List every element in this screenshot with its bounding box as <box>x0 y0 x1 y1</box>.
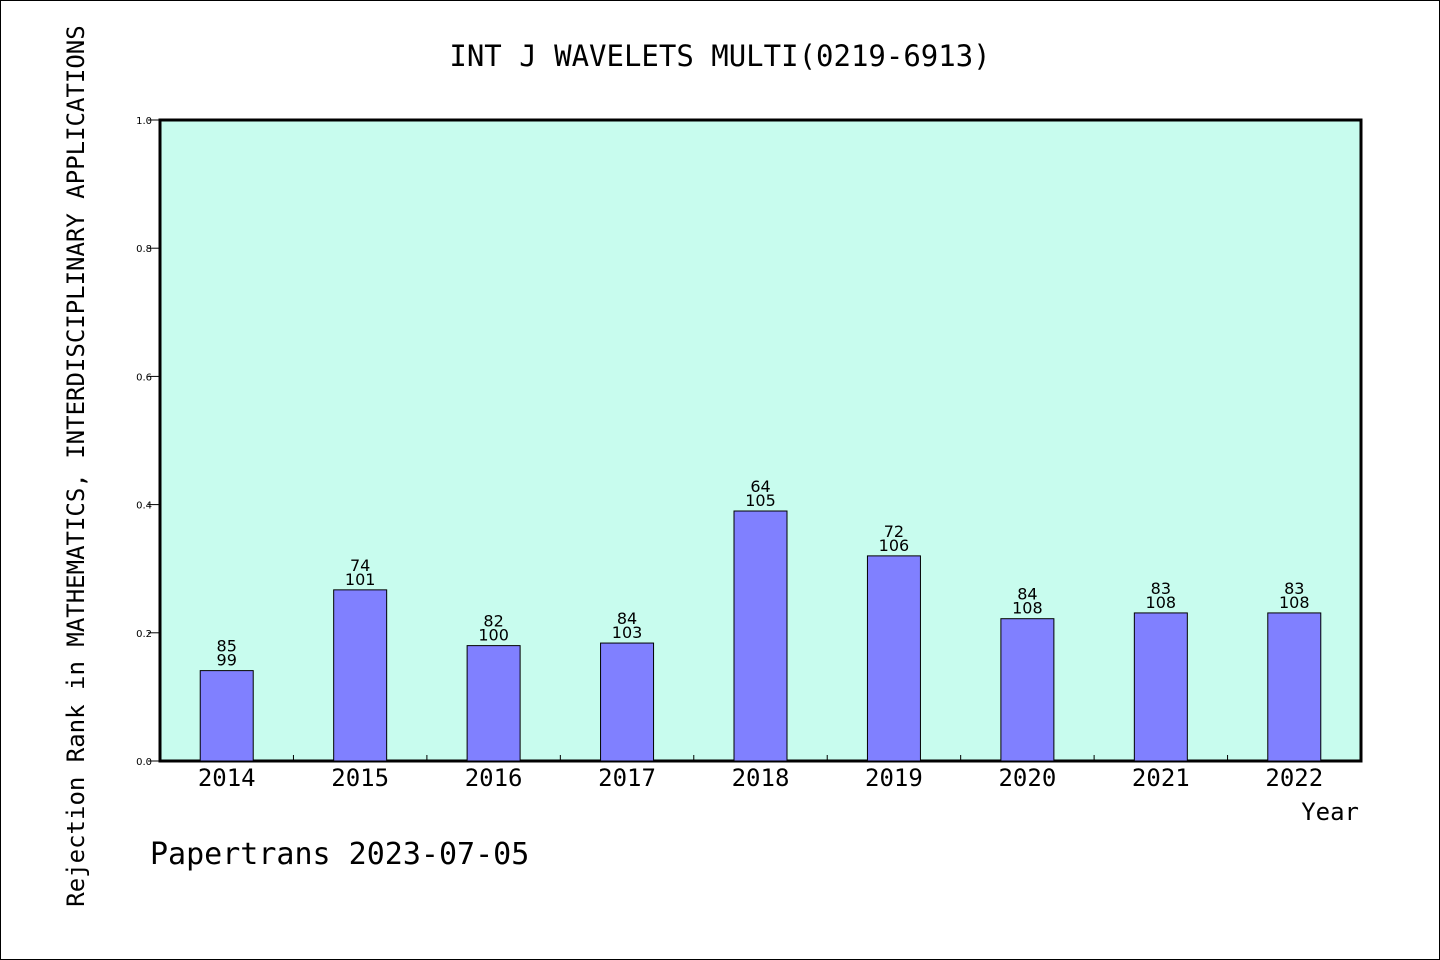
x-tick-label: 2014 <box>198 764 256 792</box>
bar-2021 <box>1133 612 1188 762</box>
footer-text: Papertrans 2023-07-05 <box>150 837 529 872</box>
bar-label-top: 82 <box>483 612 503 631</box>
bar-label-bottom: 106 <box>879 536 910 555</box>
bar-2019 <box>866 555 921 762</box>
y-axis: 0.0 0.2 0.4 0.6 0.8 1.0 <box>136 116 160 768</box>
bar-label-top: 64 <box>750 477 770 496</box>
y-axis-label: Rejection Rank in MATHEMATICS, INTERDISC… <box>62 25 90 906</box>
bar-2018 <box>733 510 788 762</box>
bar-label-top: 83 <box>1151 579 1171 598</box>
y-tick-label: 0.0 <box>136 757 152 768</box>
y-tick-label: 0.8 <box>136 244 152 255</box>
x-tick-label: 2017 <box>598 764 656 792</box>
bar-label-top: 74 <box>350 556 370 575</box>
bar-label-bottom: 105 <box>745 491 776 510</box>
x-axis: 2014 2015 2016 2017 2018 2019 2020 2021 2022 <box>198 755 1323 792</box>
bar-label-bottom: 108 <box>1146 593 1177 612</box>
bar-label-bottom: 103 <box>612 623 643 642</box>
x-tick-label: 2022 <box>1265 764 1323 792</box>
bar-label-bottom: 108 <box>1012 599 1043 618</box>
bar-label-top: 84 <box>1017 585 1037 604</box>
bar-2015 <box>333 589 388 762</box>
x-tick-label: 2020 <box>998 764 1056 792</box>
bar-labels-group: 8599741018210084103641057210684108831088… <box>217 477 1310 670</box>
x-tick-label: 2021 <box>1132 764 1190 792</box>
bar-label-bottom: 99 <box>217 651 237 670</box>
bar-2020 <box>1000 618 1055 762</box>
bar-label-top: 84 <box>617 609 637 628</box>
y-tick-label: 1.0 <box>136 116 152 127</box>
x-tick-label: 2018 <box>732 764 790 792</box>
x-axis-label: Year <box>1301 798 1359 826</box>
x-tick-label: 2016 <box>465 764 523 792</box>
x-tick-label: 2015 <box>331 764 389 792</box>
y-tick-label: 0.4 <box>136 501 152 512</box>
bar-label-bottom: 108 <box>1279 593 1310 612</box>
bar-2017 <box>600 642 655 762</box>
bar-2016 <box>466 645 521 762</box>
bars-group <box>199 510 1322 762</box>
bar-label-top: 85 <box>217 637 237 656</box>
bar-label-bottom: 101 <box>345 570 376 589</box>
bar-label-top: 72 <box>884 522 904 541</box>
y-tick-label: 0.6 <box>136 372 152 383</box>
bar-2022 <box>1267 612 1322 762</box>
bar-2014 <box>199 670 254 762</box>
bar-label-top: 83 <box>1284 579 1304 598</box>
y-tick-label: 0.2 <box>136 629 152 640</box>
chart-title: INT J WAVELETS MULTI(0219-6913) <box>449 39 990 73</box>
x-tick-label: 2019 <box>865 764 923 792</box>
bar-label-bottom: 100 <box>478 626 509 645</box>
